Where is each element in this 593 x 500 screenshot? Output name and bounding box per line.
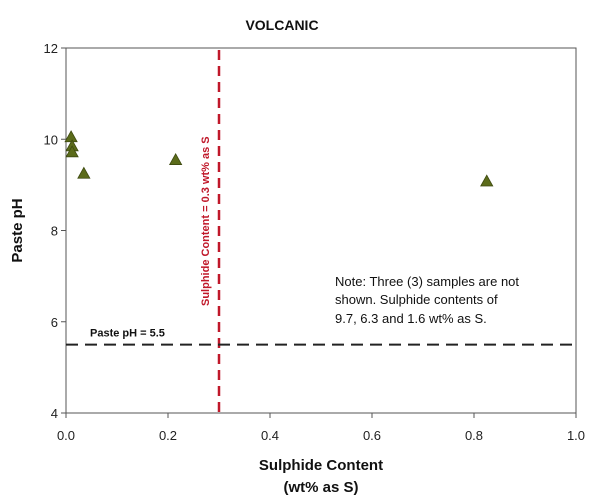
x-axis: 0.0 0.2 0.4 0.6 0.8 1.0 <box>57 413 585 443</box>
x-axis-title-line-2: (wt% as S) <box>283 479 358 496</box>
x-tick-label: 0.4 <box>261 428 279 443</box>
y-tick-label: 6 <box>51 315 58 330</box>
note-line-3: 9.7, 6.3 and 1.6 wt% as S. <box>335 311 487 326</box>
data-points <box>64 130 494 187</box>
y-axis-title: Paste pH <box>9 198 26 262</box>
x-tick-label: 0.8 <box>465 428 483 443</box>
note-line-1: Note: Three (3) samples are not <box>335 274 519 289</box>
y-tick-label: 4 <box>51 406 58 421</box>
data-point-triangle <box>77 166 91 179</box>
data-point-triangle <box>480 174 494 187</box>
y-tick-label: 12 <box>44 41 58 56</box>
x-tick-label: 0.0 <box>57 428 75 443</box>
note-line-2: shown. Sulphide contents of <box>335 292 498 307</box>
threshold-label-sulphide: Sulphide Content = 0.3 wt% as S <box>200 136 212 306</box>
y-axis: 4 6 8 10 12 <box>44 41 66 421</box>
x-tick-label: 0.6 <box>363 428 381 443</box>
y-tick-label: 10 <box>44 132 58 147</box>
note-box: Note: Three (3) samples are not shown. S… <box>335 274 519 326</box>
data-point-triangle <box>168 152 183 165</box>
plot-area <box>65 47 577 414</box>
x-axis-title-line-1: Sulphide Content <box>259 457 383 474</box>
x-tick-label: 1.0 <box>567 428 585 443</box>
y-tick-label: 8 <box>51 224 58 239</box>
threshold-label-ph: Paste pH = 5.5 <box>90 328 165 340</box>
data-point-triangle <box>65 145 79 158</box>
x-tick-label: 0.2 <box>159 428 177 443</box>
chart-title: VOLCANIC <box>245 17 318 33</box>
